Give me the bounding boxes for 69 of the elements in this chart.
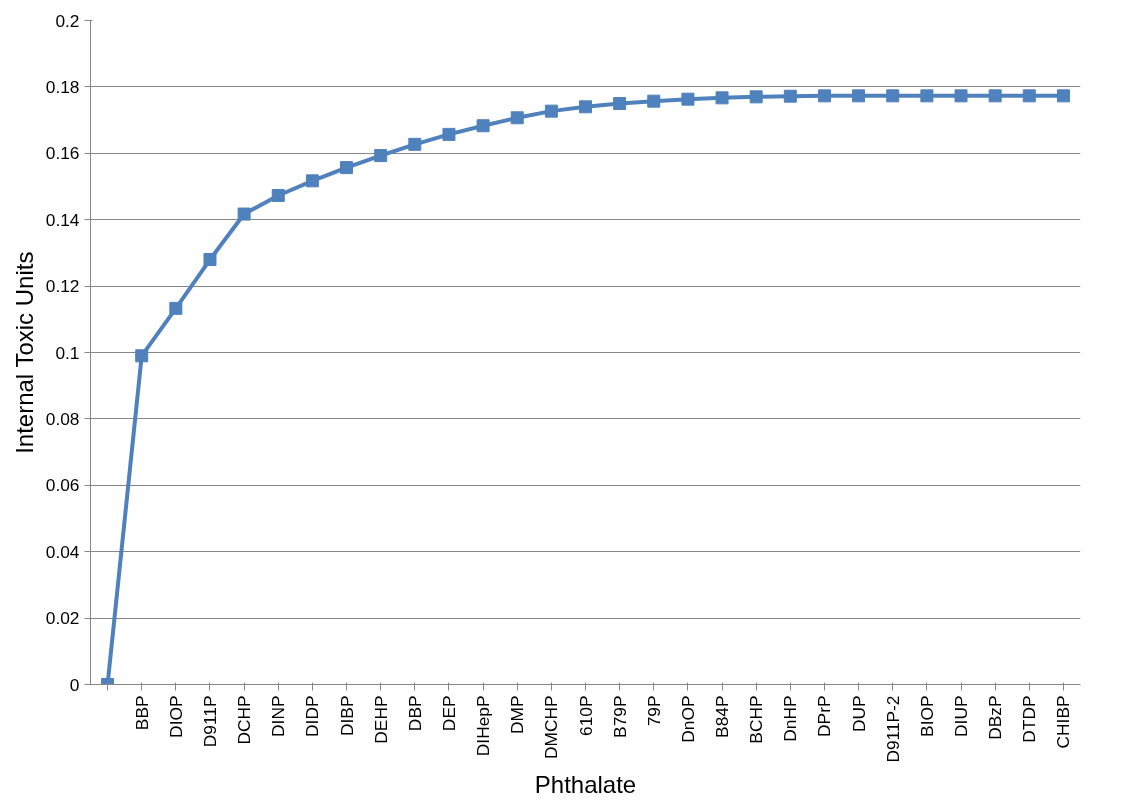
y-tick-label: 0.14 (45, 209, 80, 230)
point (852, 89, 866, 103)
point (920, 89, 934, 103)
point (374, 149, 388, 163)
y-tick-label: 0.12 (45, 276, 80, 297)
x-tick-label: DMCHP (541, 695, 562, 760)
point (510, 111, 524, 125)
x-tick-label: DTDP (1019, 695, 1040, 743)
x-tick-label: DPrP (814, 695, 835, 737)
point (442, 127, 456, 141)
x-tick-label: DIUP (951, 695, 972, 737)
point (783, 89, 797, 103)
point (579, 100, 592, 114)
y-tick-label: 0.1 (55, 342, 80, 363)
x-tick-label: B84P (712, 695, 733, 738)
x-axis-title: Phthalate (534, 770, 637, 798)
x-tick-label: BCHP (746, 695, 767, 744)
point (408, 137, 422, 151)
point (681, 92, 695, 106)
y-axis-title: Internal Toxic Units (10, 251, 38, 454)
point (305, 174, 319, 188)
x-tick-label: DIHepP (473, 695, 494, 757)
x-tick-label: D911P-2 (882, 695, 903, 763)
point (749, 90, 763, 104)
y-tick-label: 0.08 (45, 408, 80, 429)
point (1056, 89, 1070, 103)
point (544, 104, 558, 118)
y-tick-label: 0.2 (55, 10, 80, 31)
x-tick-label: DBzP (985, 695, 1006, 740)
y-tick-label: 0.18 (45, 76, 80, 97)
x-tick-label: DnHP (780, 695, 801, 742)
x-tick-label: DMP (507, 695, 528, 735)
x-tick-label: DUP (848, 695, 869, 733)
point (135, 349, 149, 363)
y-tick-label: 0 (69, 674, 80, 695)
x-tick-label: DIDP (302, 695, 323, 737)
point (237, 207, 251, 221)
x-tick-label: DIBP (336, 695, 357, 736)
x-tick-label: D911P (199, 695, 220, 748)
point (647, 94, 661, 108)
point (476, 119, 490, 133)
point (203, 253, 217, 267)
y-tick-label: 0.04 (45, 541, 80, 562)
point (340, 161, 354, 175)
x-tick-label: DnOP (677, 695, 698, 743)
x-tick-label: DBP (404, 695, 425, 732)
point (954, 89, 968, 103)
x-tick-label: BBP (131, 695, 152, 731)
point (271, 188, 285, 202)
point (988, 89, 1002, 103)
x-tick-label: 610P (575, 695, 596, 736)
point (1022, 89, 1036, 103)
y-tick-label: 0.16 (45, 143, 80, 164)
x-tick-label: DINP (268, 695, 289, 737)
x-tick-label: 79P (643, 695, 664, 727)
x-tick-label: DIOP (165, 695, 186, 738)
x-tick-label: DCHP (234, 695, 255, 745)
y-tick-label: 0.06 (45, 475, 80, 496)
x-tick-label: DEP (438, 695, 459, 732)
y-tick-label: 0.02 (45, 608, 80, 629)
point (169, 301, 183, 315)
point (886, 89, 900, 103)
x-tick-label: DEHP (370, 695, 391, 744)
point (715, 91, 729, 105)
x-tick-label: BIOP (916, 695, 937, 737)
x-tick-label: CHIBP (1053, 695, 1074, 749)
x-tick-label: B79P (609, 695, 630, 738)
point (613, 97, 627, 110)
point (817, 89, 831, 103)
